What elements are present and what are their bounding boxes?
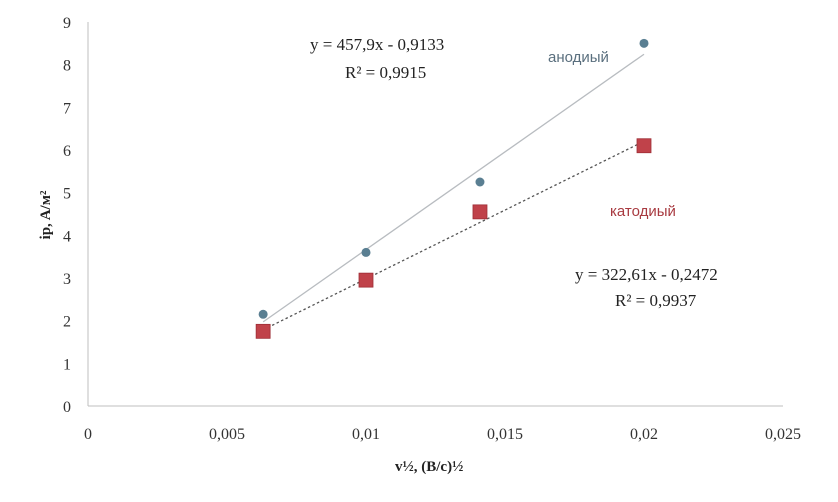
anod-series-label: анодиый (548, 49, 609, 66)
kat-series-label: катодиый (610, 203, 676, 220)
x-tick-label: 0,015 (487, 426, 523, 443)
kat-equation-label: y = 322,61x - 0,2472 (575, 265, 718, 284)
data-point-2 (472, 204, 488, 220)
y-tick-label: 9 (63, 15, 71, 32)
data-marks (255, 38, 652, 339)
y-tick-label: 3 (63, 271, 71, 288)
data-point-2 (636, 138, 652, 154)
y-tick-label: 7 (63, 100, 71, 117)
y-tick-label: 0 (63, 399, 71, 416)
y-tick-label: 6 (63, 143, 71, 160)
data-point-1 (639, 38, 649, 48)
x-axis-title: v½, (B/c)½ (395, 459, 463, 475)
x-tick-label: 0,01 (352, 426, 380, 443)
data-point-2 (358, 272, 374, 288)
y-axis-title: ip, A/м² (38, 190, 54, 239)
y-tick-label: 5 (63, 186, 71, 203)
data-point-2 (255, 323, 271, 339)
labels: y = 457,9x - 0,9133 R² = 0,9915 анодиый … (38, 35, 718, 475)
trendlines (262, 53, 645, 331)
x-tick-label: 0,02 (630, 426, 658, 443)
x-tick-label: 0 (84, 426, 92, 443)
data-point-1 (361, 247, 371, 257)
anod-r2-label: R² = 0,9915 (345, 63, 426, 82)
y-tick-label: 8 (63, 58, 71, 75)
trendline-2 (262, 140, 645, 331)
y-tick-label: 2 (63, 314, 71, 331)
kat-r2-label: R² = 0,9937 (615, 291, 697, 310)
anod-equation-label: y = 457,9x - 0,9133 (310, 35, 444, 54)
data-point-1 (475, 177, 485, 187)
trendline-1 (262, 53, 645, 323)
x-tick-label: 0,025 (765, 426, 801, 443)
y-tick-label: 4 (63, 228, 71, 245)
data-point-1 (258, 309, 268, 319)
y-tick-label: 1 (63, 356, 71, 373)
axes: 0 0,005 0,01 0,015 0,02 0,025 0 1 2 3 4 5 6 7 8 9 (63, 15, 801, 443)
x-tick-label: 0,005 (209, 426, 245, 443)
